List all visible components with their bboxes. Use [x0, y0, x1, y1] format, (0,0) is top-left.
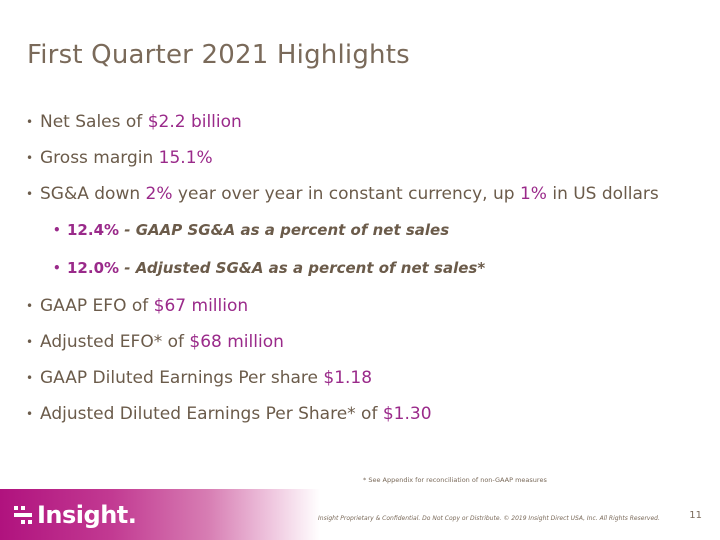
bullet-dot: • [26, 299, 34, 313]
page-number: 11 [689, 510, 702, 521]
footer-brand-band [0, 489, 320, 540]
bullet-gaap-efo: • GAAP EFO of $67 million [26, 296, 676, 317]
sub-bullet-value: 12.4% [67, 221, 120, 239]
bullet-text: SG&A down [40, 184, 146, 204]
sub-bullet-gaap-sga: • 12.4% - GAAP SG&A as a percent of net … [53, 220, 676, 241]
sub-bullet-dot: • [53, 261, 61, 275]
bullet-gaap-eps: • GAAP Diluted Earnings Per share $1.18 [26, 368, 676, 389]
bullet-text: Adjusted EFO* of [40, 332, 190, 352]
insight-logo: Insight. [14, 501, 137, 529]
bullet-gross-margin: • Gross margin 15.1% [26, 148, 676, 169]
insight-logo-icon [14, 506, 32, 524]
bullet-dot: • [26, 187, 34, 201]
bullet-adjusted-efo: • Adjusted EFO* of $68 million [26, 332, 676, 353]
footnote: * See Appendix for reconciliation of non… [363, 476, 547, 484]
highlights-list: • Net Sales of $2.2 billion • Gross marg… [26, 112, 676, 440]
bullet-dot: • [26, 151, 34, 165]
insight-logo-text: Insight. [37, 501, 137, 529]
bullet-adjusted-eps: • Adjusted Diluted Earnings Per Share* o… [26, 404, 676, 425]
bullet-sga: • SG&A down 2% year over year in constan… [26, 184, 676, 205]
bullet-value: $2.2 billion [147, 112, 242, 132]
bullet-dot: • [26, 335, 34, 349]
bullet-text: GAAP Diluted Earnings Per share [40, 368, 324, 388]
bullet-value: $1.30 [382, 404, 432, 424]
bullet-value: 2% [145, 184, 173, 204]
bullet-text: Adjusted Diluted Earnings Per Share* of [40, 404, 383, 424]
bullet-net-sales: • Net Sales of $2.2 billion [26, 112, 676, 133]
bullet-text-post: in US dollars [546, 184, 659, 204]
bullet-value: $1.18 [323, 368, 373, 388]
legal-notice: Insight Proprietary & Confidential. Do N… [318, 515, 660, 522]
bullet-value: $68 million [189, 332, 284, 352]
sub-bullet-text: - GAAP SG&A as a percent of net sales [119, 221, 450, 239]
bullet-text: GAAP EFO of [40, 296, 154, 316]
bullet-value: 15.1% [158, 148, 213, 168]
bullet-dot: • [26, 115, 34, 129]
sub-bullet-dot: • [53, 223, 61, 237]
sub-bullet-value: 12.0% [67, 259, 120, 277]
bullet-text-mid: year over year in constant currency, up [172, 184, 520, 204]
bullet-value-2: 1% [519, 184, 547, 204]
bullet-value: $67 million [153, 296, 249, 316]
sub-bullet-text: - Adjusted SG&A as a percent of net sale… [119, 259, 486, 277]
bullet-dot: • [26, 407, 34, 421]
bullet-text: Net Sales of [40, 112, 148, 132]
sub-bullet-adjusted-sga: • 12.0% - Adjusted SG&A as a percent of … [53, 258, 676, 279]
bullet-dot: • [26, 371, 34, 385]
slide-title: First Quarter 2021 Highlights [27, 40, 410, 70]
bullet-text: Gross margin [40, 148, 159, 168]
